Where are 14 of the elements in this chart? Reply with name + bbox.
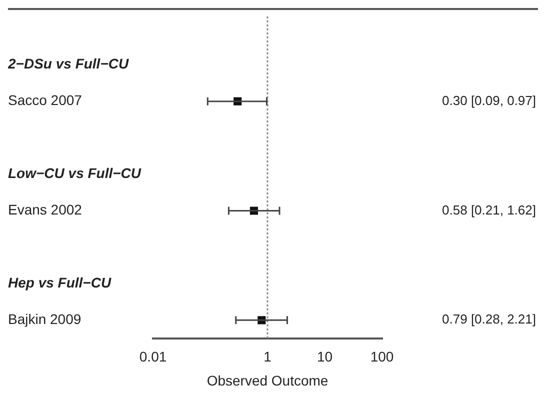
- y-tick-label: Hep vs Full−CU: [8, 274, 112, 291]
- x-tick-label: 100: [370, 348, 394, 365]
- data-label: 0.79 [0.28, 2.21]: [442, 312, 536, 327]
- y-tick-label: Sacco 2007: [8, 92, 82, 108]
- data-label: 0.58 [0.21, 1.62]: [442, 202, 536, 218]
- y-tick-label: Low−CU vs Full−CU: [8, 165, 142, 182]
- y-tick-label: Evans 2002: [8, 202, 82, 218]
- x-tick-label: 0.01: [139, 348, 167, 365]
- y-tick-label: 2−DSu vs Full−CU: [7, 56, 130, 72]
- y-tick-label: Bajkin 2009: [8, 311, 82, 328]
- x-tick-label: 1: [264, 348, 272, 365]
- x-tick-label: 10: [316, 348, 333, 365]
- data-label: 0.30 [0.09, 0.97]: [442, 92, 536, 108]
- x-axis-title: Observed Outcome: [206, 372, 328, 388]
